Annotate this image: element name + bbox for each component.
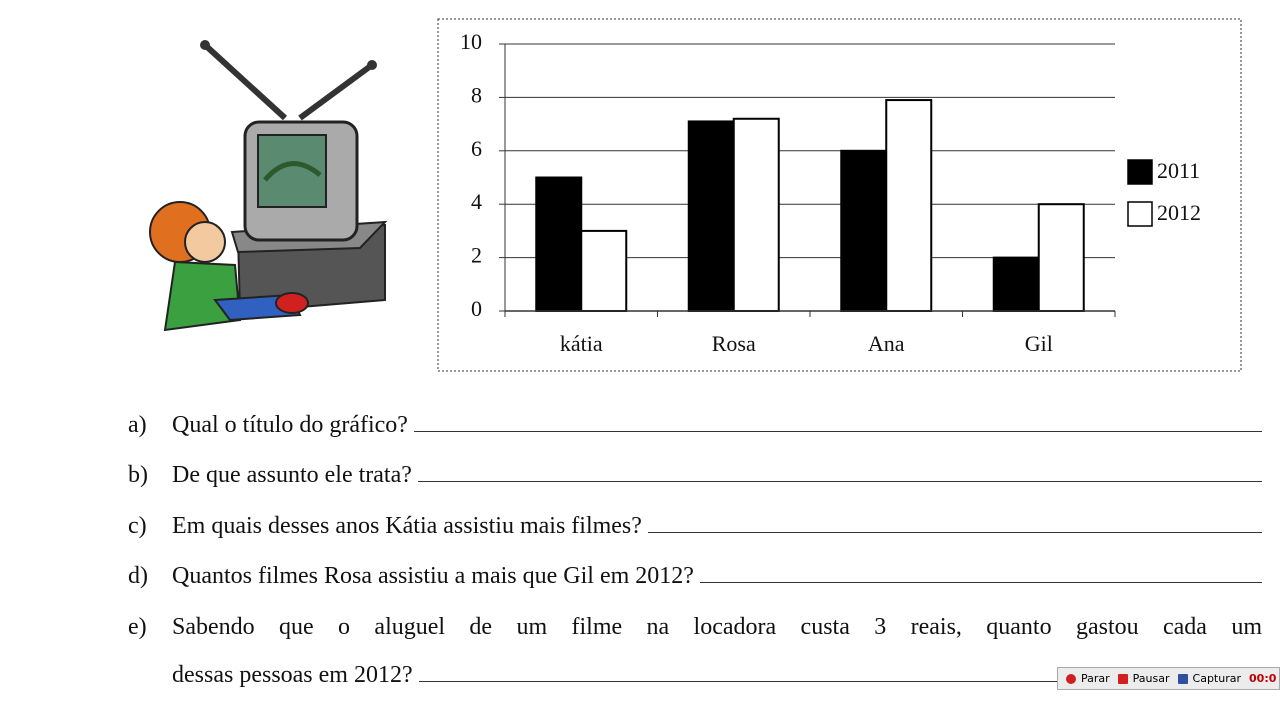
answer-line xyxy=(413,413,1262,432)
question-label: e) xyxy=(128,614,147,640)
legend-swatch xyxy=(1127,201,1153,227)
x-tick-label: Rosa xyxy=(712,331,756,356)
question-text: Em quais desses anos Kátia assistiu mais… xyxy=(172,513,642,539)
x-tick-label: Ana xyxy=(868,331,905,356)
bar xyxy=(535,176,583,312)
tv-illustration xyxy=(149,40,388,332)
y-tick-label: 0 xyxy=(471,296,482,321)
x-tick-label: kátia xyxy=(560,331,603,356)
question-line: b) De que assunto ele trata? xyxy=(128,462,1262,489)
bar xyxy=(732,117,780,313)
question-line: e) Sabendo que o aluguel de um filme na l… xyxy=(128,614,1262,641)
toolbar-button: Capturar xyxy=(1177,672,1242,685)
y-tick-label: 4 xyxy=(471,189,482,214)
answer-line xyxy=(417,463,1262,482)
question-label: b) xyxy=(128,462,148,488)
answer-line xyxy=(647,514,1262,533)
answer-line xyxy=(418,663,1262,682)
question-text: dessas pessoas em 2012? xyxy=(172,662,413,688)
bar xyxy=(1037,203,1085,312)
bar xyxy=(885,99,933,312)
question-text: De que assunto ele trata? xyxy=(172,462,412,488)
question-text: Sabendo que o aluguel de um filme na loc… xyxy=(172,614,1262,640)
chart: 0 2 4 6 8 10 kátia Rosa Ana Gil 2011 2012 xyxy=(149,18,1242,372)
y-tick-label: 2 xyxy=(471,243,482,268)
toolbar-label: Pausar xyxy=(1132,672,1170,685)
chart-frame xyxy=(437,18,1242,372)
legend-swatch xyxy=(1127,159,1153,185)
toolbar-button: 00:0 xyxy=(1249,672,1276,685)
question-label: d) xyxy=(128,563,148,589)
question-line: c) Em quais desses anos Kátia assistiu ma… xyxy=(128,513,1262,540)
question-line: a) Qual o título do gráfico? xyxy=(128,412,1262,439)
toolbar-label: Capturar xyxy=(1192,672,1242,685)
toolbar-label: Parar xyxy=(1081,672,1110,685)
y-tick-label: 6 xyxy=(471,136,482,161)
bar xyxy=(580,229,628,312)
question-label: c) xyxy=(128,513,147,539)
question-text: Quantos filmes Rosa assistiu a mais que … xyxy=(172,563,694,589)
legend-label: 2012 xyxy=(1157,200,1201,225)
legend-label: 2011 xyxy=(1157,158,1200,183)
recorder-toolbar: Parar Pausar Capturar 00:0 xyxy=(1057,667,1280,690)
question-line: d) Quantos filmes Rosa assistiu a mais qu… xyxy=(128,563,1262,590)
toolbar-button: Pausar xyxy=(1117,672,1170,685)
question-line: dessas pessoas em 2012? xyxy=(128,662,1262,689)
y-tick-label: 10 xyxy=(460,29,482,54)
answer-line xyxy=(699,564,1262,583)
toolbar-button: Parar xyxy=(1066,672,1110,685)
question-text: Qual o título do gráfico? xyxy=(172,412,408,438)
bar xyxy=(687,120,735,313)
bar xyxy=(992,256,1040,313)
question-label: a) xyxy=(128,412,147,438)
bar xyxy=(840,149,888,312)
y-tick-label: 8 xyxy=(471,82,482,107)
x-tick-label: Gil xyxy=(1025,331,1053,356)
toolbar-label: 00:0 xyxy=(1249,672,1277,685)
